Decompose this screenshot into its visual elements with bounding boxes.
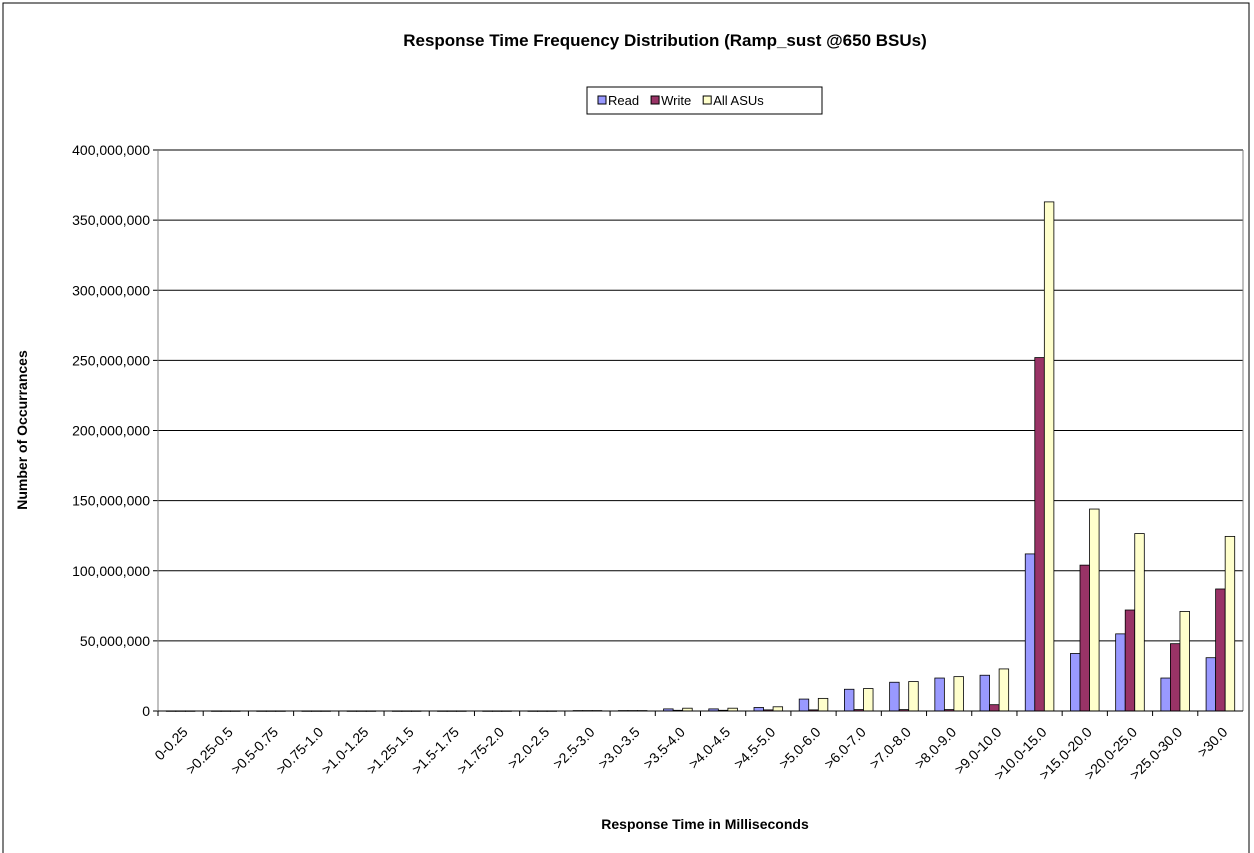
bar xyxy=(1079,564,1090,712)
bar xyxy=(998,668,1010,712)
y-tick-label: 400,000,000 xyxy=(72,142,150,158)
legend-swatch xyxy=(597,95,607,105)
x-axis-title: Response Time in Milliseconds xyxy=(601,816,809,832)
y-tick-label: 300,000,000 xyxy=(72,282,150,298)
bar xyxy=(1224,535,1236,712)
bar xyxy=(953,676,964,712)
legend-label: Write xyxy=(661,93,691,108)
legend-label: Read xyxy=(608,93,639,108)
legend-label: All ASUs xyxy=(713,93,764,108)
y-tick-label: 350,000,000 xyxy=(72,212,150,228)
chart-title: Response Time Frequency Distribution (Ra… xyxy=(403,31,927,50)
bar xyxy=(844,688,855,712)
bar xyxy=(1160,677,1171,712)
y-tick-label: 100,000,000 xyxy=(72,563,150,579)
bar xyxy=(798,698,810,712)
y-tick-label: 150,000,000 xyxy=(72,493,150,509)
bar xyxy=(863,688,874,712)
bar xyxy=(989,704,1000,712)
bar xyxy=(934,677,945,712)
y-tick-label: 50,000,000 xyxy=(80,633,150,649)
bar xyxy=(1124,609,1136,712)
bar xyxy=(889,681,900,712)
bar xyxy=(908,681,919,712)
legend: Read Write All ASUs xyxy=(597,93,764,108)
bar xyxy=(1205,657,1217,712)
bar xyxy=(1070,653,1081,712)
y-tick-label: 0 xyxy=(142,703,150,719)
y-tick-label: 200,000,000 xyxy=(72,423,150,439)
legend-swatch xyxy=(650,95,660,105)
bar xyxy=(1043,201,1055,712)
bar xyxy=(1089,508,1100,712)
bar xyxy=(1170,643,1181,712)
bar xyxy=(1134,533,1145,712)
y-tick-label: 250,000,000 xyxy=(72,352,150,368)
bar xyxy=(1034,357,1045,712)
legend-swatch xyxy=(702,95,712,105)
bar xyxy=(1115,633,1126,712)
y-axis-title: Number of Occurrances xyxy=(14,350,30,510)
bar xyxy=(817,697,829,712)
bar xyxy=(772,706,784,712)
bar xyxy=(979,674,990,712)
bar xyxy=(753,707,764,712)
bar xyxy=(1215,588,1226,712)
bar xyxy=(1179,611,1190,712)
bar xyxy=(1024,553,1036,712)
